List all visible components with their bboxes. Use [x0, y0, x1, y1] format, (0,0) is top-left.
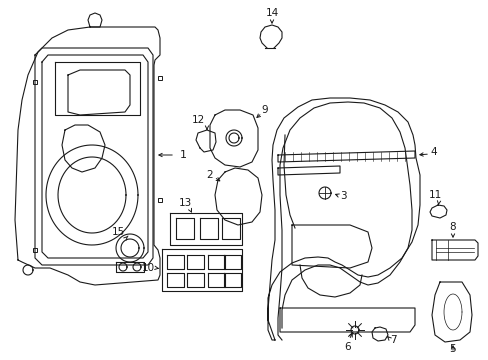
Text: 6: 6 [344, 342, 350, 352]
Text: 15: 15 [112, 227, 125, 237]
Text: 1: 1 [180, 150, 186, 160]
Text: 8: 8 [449, 222, 455, 232]
Text: 7: 7 [389, 335, 396, 345]
Text: 3: 3 [339, 191, 346, 201]
Text: 4: 4 [429, 147, 436, 157]
Text: 10: 10 [142, 263, 155, 273]
Text: 5: 5 [449, 344, 455, 354]
Bar [33, 80, 37, 84]
Text: 9: 9 [261, 105, 267, 115]
Bar [33, 248, 37, 252]
Text: 14: 14 [265, 8, 278, 18]
Text: 12: 12 [191, 115, 204, 125]
Text: 13: 13 [178, 198, 191, 208]
Bar [158, 76, 162, 80]
Text: 11: 11 [427, 190, 441, 200]
Bar [158, 198, 162, 202]
Text: 2: 2 [206, 170, 213, 180]
